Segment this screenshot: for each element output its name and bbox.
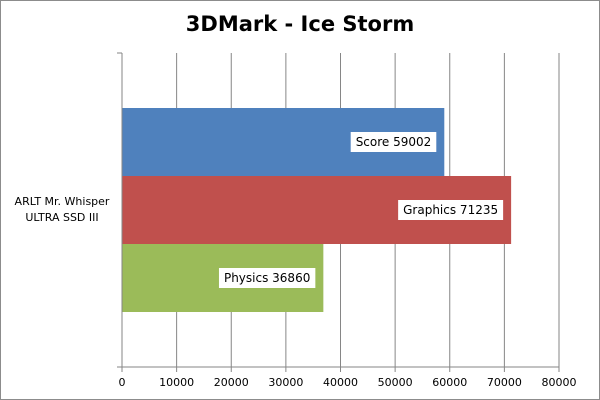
x-tick-label: 0 xyxy=(119,376,126,389)
x-tick-label: 80000 xyxy=(542,376,577,389)
data-label-score: Score 59002 xyxy=(356,135,432,149)
x-tick-label: 40000 xyxy=(323,376,358,389)
x-tick-label: 70000 xyxy=(487,376,522,389)
data-label-box xyxy=(350,132,437,152)
x-tick-label: 50000 xyxy=(378,376,413,389)
x-tick-label: 60000 xyxy=(432,376,467,389)
category-label: ARLT Mr. Whisper ULTRA SSD III xyxy=(15,195,110,224)
category-label-line: ULTRA SSD III xyxy=(25,211,98,224)
data-label-graphics: Graphics 71235 xyxy=(403,203,498,217)
chart-title: 3DMark - Ice Storm xyxy=(185,12,415,36)
x-tick-label: 10000 xyxy=(159,376,194,389)
data-labels: Score 59002 Graphics 71235 Physics 36860 xyxy=(218,132,504,288)
x-tick-label: 30000 xyxy=(268,376,303,389)
x-tick-labels: 0 10000 20000 30000 40000 50000 60000 70000 8000… xyxy=(119,376,577,389)
category-label-line: ARLT Mr. Whisper xyxy=(15,195,110,208)
axes xyxy=(117,52,560,372)
data-label-box xyxy=(218,268,316,288)
data-label-physics: Physics 36860 xyxy=(224,271,310,285)
x-tick-label: 20000 xyxy=(214,376,249,389)
data-label-box xyxy=(398,200,504,220)
